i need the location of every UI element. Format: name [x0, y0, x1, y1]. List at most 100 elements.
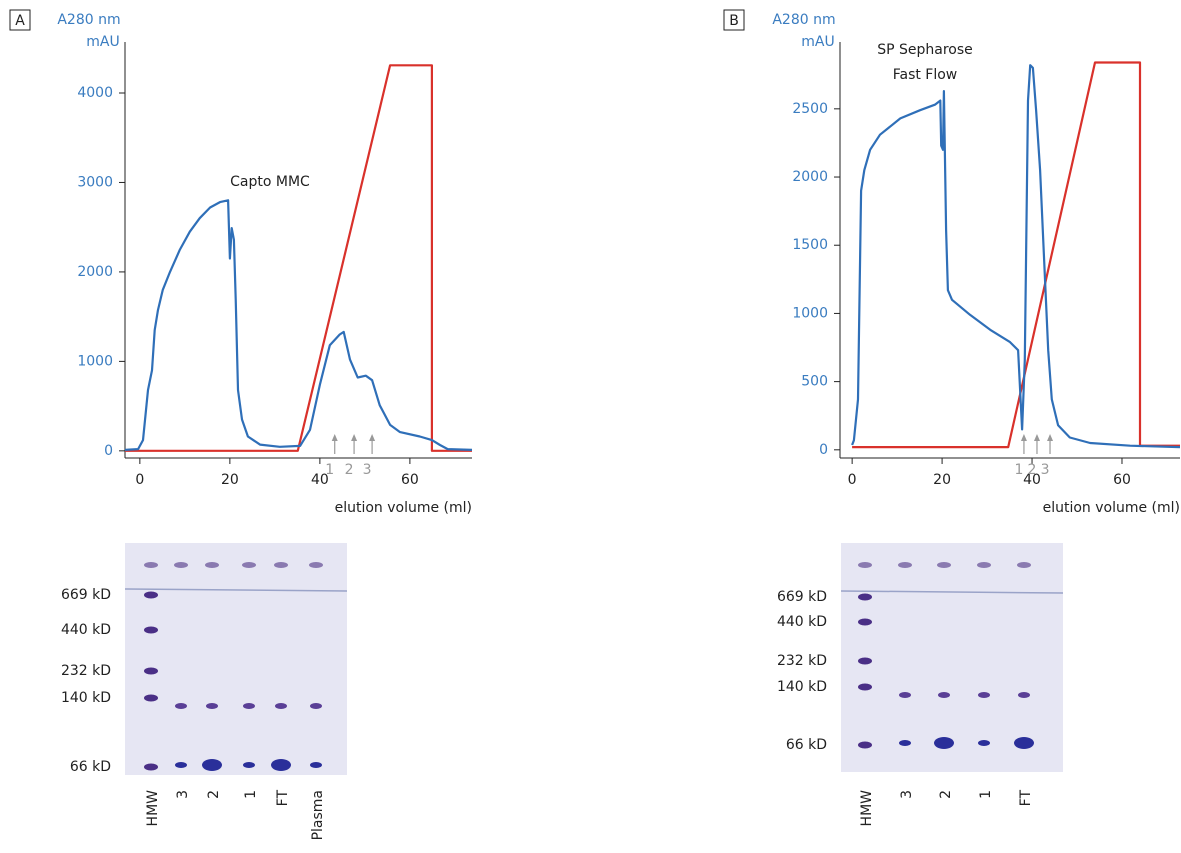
fraction-label: 3 — [363, 462, 372, 478]
gel-band — [144, 764, 158, 771]
gel-lane-label: 3 — [175, 790, 191, 799]
gel-band — [858, 684, 872, 691]
gel-marker-label: 232 kD — [777, 653, 827, 669]
gel-image — [125, 543, 347, 775]
gel-band — [898, 562, 912, 568]
annotation: Capto MMC — [230, 174, 310, 190]
x-tick-label: 20 — [221, 472, 239, 488]
fraction-label: 2 — [1028, 462, 1037, 478]
gel-lane-label: 2 — [938, 790, 954, 799]
gel-band — [144, 562, 158, 568]
y-tick-label: 1000 — [77, 353, 113, 369]
gel-band — [899, 692, 911, 698]
fraction-label: 1 — [1014, 462, 1023, 478]
gel-band — [202, 759, 222, 771]
series-line — [852, 63, 1180, 448]
y-tick-label: 1500 — [792, 237, 828, 253]
gel-band — [144, 592, 158, 599]
y-tick-label: 3000 — [77, 174, 113, 190]
gel-band — [938, 692, 950, 698]
gel-band — [205, 562, 219, 568]
gel-band — [978, 692, 990, 698]
y-axis-label: A280 nm — [772, 12, 835, 28]
x-tick-label: 0 — [135, 472, 144, 488]
gel-band — [271, 759, 291, 771]
gel-lane-label: 3 — [899, 790, 915, 799]
arrow-head — [351, 434, 357, 441]
y-tick-label: 0 — [104, 443, 113, 459]
gel-band — [243, 703, 255, 709]
gel-lane-label: FT — [1018, 790, 1034, 807]
y-tick-label: 0 — [819, 442, 828, 458]
y-axis-unit: mAU — [801, 34, 834, 50]
figure: AA280 nmmAU010002000300040000204060eluti… — [0, 0, 1181, 853]
gel-marker-label: 66 kD — [786, 737, 827, 753]
panel-label: A — [15, 13, 25, 29]
gel-band — [1014, 737, 1034, 749]
y-tick-label: 2500 — [792, 101, 828, 117]
gel-band — [1017, 562, 1031, 568]
x-tick-label: 60 — [1113, 472, 1131, 488]
series-line — [852, 65, 1180, 447]
x-tick-label: 0 — [848, 472, 857, 488]
series-line — [125, 200, 472, 450]
gel-marker-label: 669 kD — [61, 587, 111, 603]
gel-band — [934, 737, 954, 749]
gel-marker-label: 669 kD — [777, 589, 827, 605]
y-tick-label: 1000 — [792, 305, 828, 321]
gel-band — [144, 695, 158, 702]
gel-band — [1018, 692, 1030, 698]
gel-lane-label: 1 — [978, 790, 994, 799]
x-tick-label: 20 — [933, 472, 951, 488]
gel-marker-label: 66 kD — [70, 759, 111, 775]
gel-band — [175, 762, 187, 768]
gel-marker-label: 440 kD — [61, 622, 111, 638]
gel-band — [144, 627, 158, 634]
gel-band — [978, 740, 990, 746]
gel-marker-label: 140 kD — [61, 690, 111, 706]
x-axis-label: elution volume (ml) — [1043, 500, 1180, 516]
annotation: Fast Flow — [893, 67, 958, 83]
gel-band — [275, 703, 287, 709]
gel-band — [858, 658, 872, 665]
gel-marker-label: 440 kD — [777, 614, 827, 630]
arrow-head — [1021, 434, 1027, 441]
gel-marker-label: 140 kD — [777, 679, 827, 695]
y-tick-label: 4000 — [77, 85, 113, 101]
fraction-label: 1 — [325, 462, 334, 478]
gel-band — [274, 562, 288, 568]
gel-band — [858, 594, 872, 601]
arrow-head — [1034, 434, 1040, 441]
gel-image — [841, 543, 1063, 772]
gel-band — [243, 762, 255, 768]
y-tick-label: 2000 — [792, 169, 828, 185]
y-tick-label: 500 — [801, 374, 828, 390]
gel-band — [858, 562, 872, 568]
gel-band — [937, 562, 951, 568]
gel-band — [175, 703, 187, 709]
gel-lane-label: HMW — [859, 790, 875, 827]
gel-band — [858, 619, 872, 626]
arrow-head — [369, 434, 375, 441]
y-axis-unit: mAU — [86, 34, 119, 50]
gel-band — [858, 742, 872, 749]
x-axis-label: elution volume (ml) — [335, 500, 472, 516]
gel-lane-label: HMW — [145, 790, 161, 827]
gel-lane-label: 1 — [243, 790, 259, 799]
fraction-label: 3 — [1041, 462, 1050, 478]
gel-marker-label: 232 kD — [61, 663, 111, 679]
gel-band — [977, 562, 991, 568]
gel-band — [309, 562, 323, 568]
gel-lane-label: 2 — [206, 790, 222, 799]
x-tick-label: 60 — [401, 472, 419, 488]
fraction-label: 2 — [345, 462, 354, 478]
arrow-head — [1047, 434, 1053, 441]
arrow-head — [332, 434, 338, 441]
gel-lane-label: FT — [275, 790, 291, 807]
gel-band — [310, 762, 322, 768]
gel-band — [242, 562, 256, 568]
gel-band — [174, 562, 188, 568]
y-axis-label: A280 nm — [57, 12, 120, 28]
gel-band — [899, 740, 911, 746]
gel-band — [310, 703, 322, 709]
